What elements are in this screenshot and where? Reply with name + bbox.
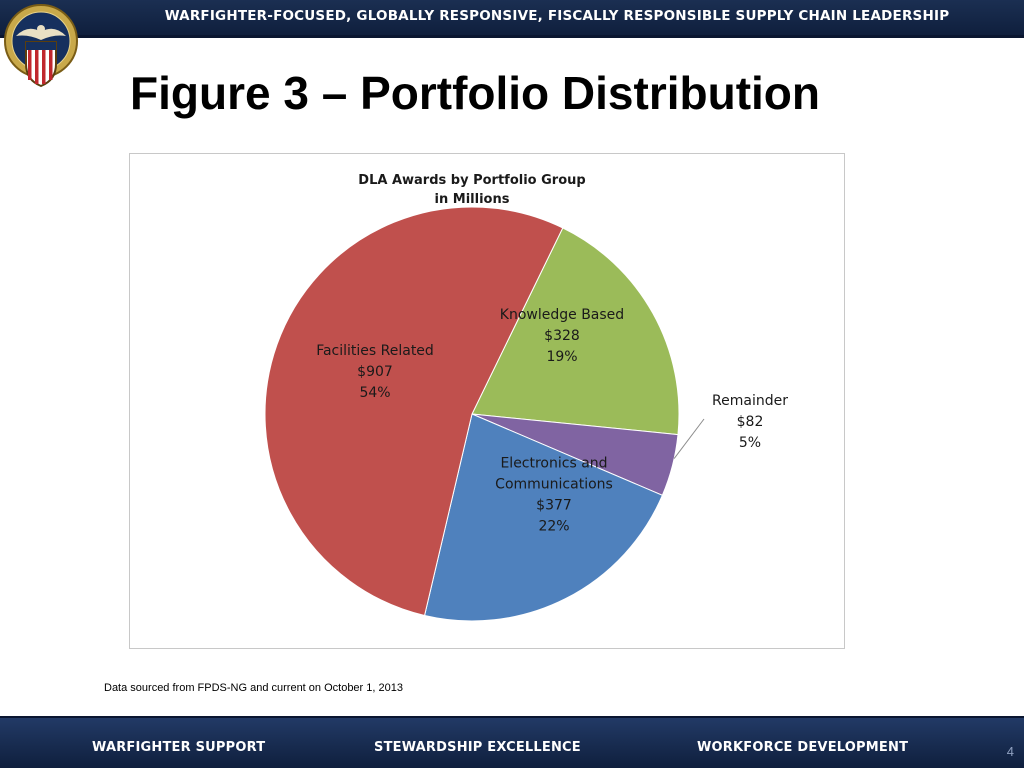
pie-chart: DLA Awards by Portfolio Group in Million… [264,173,788,622]
pie-labels: Knowledge Based $328 19% Remainder $82 5% Elec… [316,307,788,535]
pie-label-value: $377 [536,498,572,514]
footer-item-workforce-development: WORKFORCE DEVELOPMENT [697,740,909,755]
source-note: Data sourced from FPDS-NG and current on… [104,682,403,694]
chart-title-line1: DLA Awards by Portfolio Group [358,173,585,188]
bottom-bar: WARFIGHTER SUPPORT STEWARDSHIP EXCELLENC… [0,716,1024,768]
pie-label-name: Electronics and [500,456,607,472]
banner-text: WARFIGHTER-FOCUSED, GLOBALLY RESPONSIVE,… [164,8,950,24]
dla-seal-logo [4,4,78,88]
pie-label-name: Remainder [712,393,788,409]
pie-slice-electronics-and-communications [423,413,664,622]
pie-label-percent: 5% [739,435,761,451]
footer-item-warfighter-support: WARFIGHTER SUPPORT [92,740,266,755]
pie-label-value: $82 [737,414,764,430]
pie-label-name: Communications [495,477,613,493]
pie-slice-facilities-related [264,206,564,617]
page-number: 4 [1006,744,1014,759]
leader-line [673,418,705,459]
pie-label-value: $328 [544,328,580,344]
footer-item-stewardship-excellence: STEWARDSHIP EXCELLENCE [374,740,581,755]
pie-label-percent: 19% [546,349,577,365]
chart-title-line2: in Millions [435,192,510,207]
pie-label-name: Knowledge Based [500,307,624,323]
pie-slices [264,206,680,622]
pie-slice-knowledge-based [471,227,680,436]
slide-title: Figure 3 – Portfolio Distribution [130,67,820,119]
pie-label-name: Facilities Related [316,343,434,359]
chart-frame: DLA Awards by Portfolio Group in Million… [129,153,845,649]
pie-label-value: $907 [357,364,393,380]
top-banner: WARFIGHTER-FOCUSED, GLOBALLY RESPONSIVE,… [0,0,1024,38]
pie-label-percent: 22% [538,519,569,535]
pie-label-percent: 54% [359,385,390,401]
